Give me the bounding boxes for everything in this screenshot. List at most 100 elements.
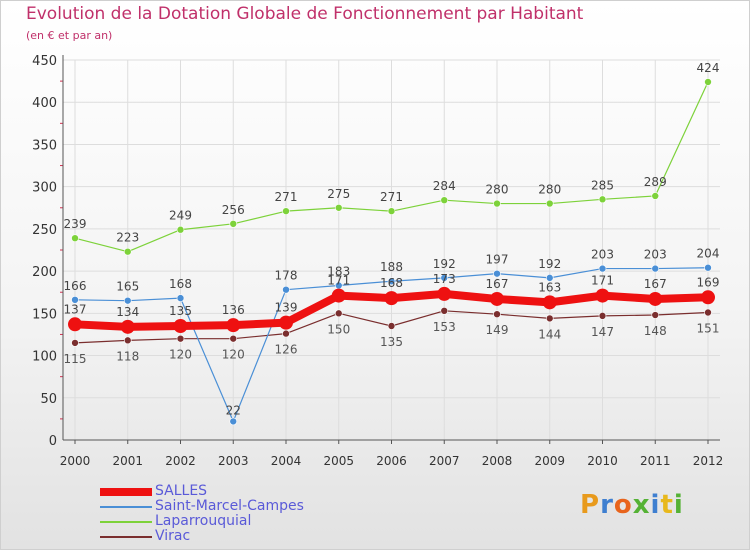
data-point-virac [545, 314, 554, 323]
data-point-saint-marcel-campes [440, 274, 449, 282]
data-point-laparrouquial [334, 203, 343, 212]
data-point-salles [120, 319, 135, 334]
logo-letter: i [673, 490, 684, 520]
data-point-virac [704, 308, 712, 317]
data-label-virac: 149 [486, 323, 509, 337]
y-tick-label: 50 [40, 392, 57, 407]
legend-label: Saint-Marcel-Campes [155, 498, 304, 514]
data-label-salles: 167 [644, 277, 667, 291]
x-tick-label: 2011 [640, 454, 671, 468]
data-label-laparrouquial: 271 [380, 190, 403, 204]
y-tick-label: 100 [32, 350, 57, 365]
data-point-virac [334, 309, 343, 318]
data-point-saint-marcel-campes [704, 263, 712, 272]
data-point-virac [282, 329, 290, 338]
data-point-saint-marcel-campes [229, 417, 238, 426]
data-label-virac: 120 [169, 348, 192, 362]
chart-subtitle: (en € et par an) [26, 29, 113, 42]
data-label-saint-marcel-campes: 168 [169, 277, 192, 291]
data-label-virac: 115 [64, 352, 87, 366]
legend-label: Laparrouquial [155, 513, 252, 529]
x-tick-label: 2009 [534, 454, 565, 468]
data-label-virac: 148 [644, 324, 667, 338]
legend-label: SALLES [155, 483, 208, 499]
data-label-saint-marcel-campes: 22 [226, 403, 241, 417]
data-label-saint-marcel-campes: 197 [486, 253, 509, 267]
data-label-saint-marcel-campes: 188 [380, 260, 403, 274]
data-point-salles [173, 319, 188, 333]
data-point-virac [493, 310, 501, 318]
data-point-salles [542, 295, 557, 310]
chart-title: Evolution de la Dotation Globale de Fonc… [26, 4, 584, 24]
data-label-salles: 163 [538, 280, 561, 294]
x-tick-label: 2001 [112, 454, 143, 468]
data-point-virac [387, 322, 396, 330]
legend-swatch [100, 506, 152, 508]
data-point-saint-marcel-campes [71, 296, 79, 304]
data-label-virac: 147 [591, 325, 614, 339]
data-point-laparrouquial [123, 247, 132, 256]
data-point-saint-marcel-campes [545, 274, 554, 282]
data-label-laparrouquial: 284 [433, 179, 456, 193]
data-label-laparrouquial: 285 [591, 178, 614, 192]
data-point-laparrouquial [282, 207, 290, 215]
data-point-laparrouquial [229, 220, 238, 228]
data-point-laparrouquial [651, 192, 660, 200]
data-label-virac: 150 [327, 322, 350, 336]
data-point-saint-marcel-campes [176, 294, 185, 302]
data-point-laparrouquial [598, 195, 607, 204]
x-tick-label: 2004 [271, 454, 302, 468]
data-point-saint-marcel-campes [387, 277, 396, 286]
data-point-virac [651, 311, 660, 319]
data-point-virac [598, 312, 607, 320]
x-tick-label: 2000 [60, 454, 91, 468]
data-point-virac [176, 334, 185, 343]
series-layer [68, 78, 715, 426]
data-label-salles: 171 [591, 274, 614, 288]
legend-swatch [100, 521, 152, 523]
legend-swatch [100, 536, 152, 538]
data-label-laparrouquial: 249 [169, 209, 192, 223]
data-point-salles [701, 290, 715, 305]
axes: 0 50 100 150 200 250 300 350 400 450 2000 2001 2002 2… [32, 54, 723, 468]
data-point-salles [331, 288, 346, 303]
data-label-saint-marcel-campes: 203 [644, 248, 667, 262]
legend-label: Virac [155, 528, 191, 544]
data-label-saint-marcel-campes: 192 [433, 257, 456, 271]
data-label-laparrouquial: 289 [644, 175, 667, 189]
data-point-salles [68, 317, 82, 332]
data-point-saint-marcel-campes [651, 264, 660, 273]
data-point-virac [440, 306, 449, 315]
y-tick-label: 400 [32, 96, 57, 111]
data-point-salles [384, 291, 399, 306]
x-tick-label: 2006 [376, 454, 407, 468]
data-label-laparrouquial: 280 [538, 183, 561, 197]
data-point-saint-marcel-campes [493, 269, 501, 278]
data-point-virac [229, 334, 238, 343]
data-label-salles: 173 [433, 272, 456, 286]
data-label-salles: 168 [380, 276, 403, 290]
data-point-laparrouquial [440, 196, 449, 204]
data-label-salles: 139 [275, 301, 298, 315]
data-label-salles: 169 [697, 275, 720, 289]
data-label-salles: 136 [222, 303, 245, 317]
proxiti-logo: Proxiti [580, 490, 684, 520]
data-labels: 137 134 135 136 139 171 168 173 167 163 171 167 169 1… [64, 61, 720, 417]
data-label-laparrouquial: 239 [64, 217, 87, 231]
data-label-saint-marcel-campes: 178 [275, 269, 298, 283]
data-point-laparrouquial [545, 199, 554, 208]
logo-letter: i [650, 490, 661, 520]
data-point-saint-marcel-campes [598, 264, 607, 273]
data-label-virac: 135 [380, 335, 403, 349]
data-point-laparrouquial [71, 234, 79, 242]
data-point-salles [279, 315, 293, 330]
data-label-virac: 144 [538, 327, 561, 341]
data-label-virac: 120 [222, 348, 245, 362]
y-tick-label: 200 [32, 265, 57, 280]
logo-letter: r [600, 490, 614, 520]
data-point-virac [71, 339, 79, 347]
data-point-salles [437, 286, 452, 301]
data-point-salles [490, 291, 504, 306]
y-tick-label: 150 [32, 307, 57, 322]
